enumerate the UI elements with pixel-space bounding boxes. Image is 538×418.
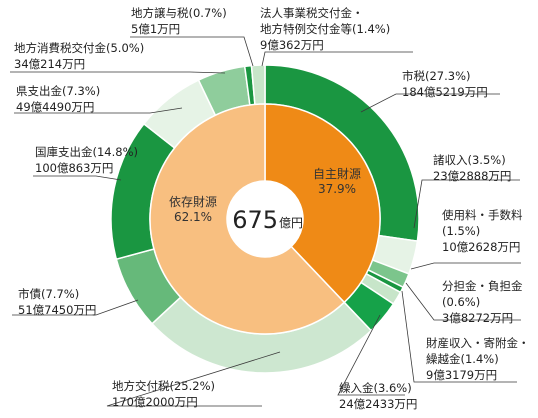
- outer-label-11-line-2: 34億214万円: [14, 57, 85, 71]
- outer-label-2-line-1: 諸収入(3.5%): [433, 153, 506, 167]
- leader-line-5: [401, 290, 517, 383]
- leader-line-10: [14, 107, 183, 114]
- leader-line-12: [130, 36, 254, 67]
- outer-label-4-line-2: (0.6%): [442, 295, 480, 309]
- outer-label-3-line-2: (1.5%): [442, 224, 480, 238]
- leader-line-13: [261, 51, 413, 67]
- outer-label-10-line-1: 県支出金(7.3%): [16, 84, 100, 98]
- inner-label-2-name: 依存財源: [169, 194, 217, 209]
- leader-lines: [10, 36, 521, 407]
- leader-line-1: [360, 93, 500, 113]
- outer-label-12-line-1: 地方譲与税(0.7%): [131, 6, 227, 20]
- outer-label-4-line-1: 分担金・負担金: [442, 279, 523, 293]
- outer-label-3-line-3: 10億2628万円: [442, 240, 520, 254]
- outer-label-10-line-2: 49億4490万円: [16, 100, 94, 114]
- outer-label-6-line-1: 繰入金(3.6%): [339, 381, 412, 395]
- leader-line-4: [405, 282, 521, 321]
- leader-line-7: [106, 351, 281, 407]
- outer-label-5-line-1: 財産収入・寄附金・: [426, 336, 530, 350]
- outer-label-2-line-2: 23億2888万円: [433, 169, 511, 183]
- outer-label-1-line-2: 184億5219万円: [402, 85, 488, 99]
- inner-label-1-pct: 37.9%: [318, 182, 356, 196]
- outer-label-11-line-1: 地方消費税交付金(5.0%): [14, 41, 144, 55]
- leader-line-2: [413, 179, 520, 229]
- outer-label-8-line-1: 市債(7.7%): [18, 287, 79, 301]
- leader-line-9: [33, 175, 122, 181]
- outer-label-5-line-2: 繰越金(1.4%): [426, 352, 499, 366]
- outer-label-7-line-1: 地方交付税(25.2%): [112, 379, 215, 393]
- outer-label-1-line-1: 市税(27.3%): [402, 69, 471, 83]
- center-total-unit: 億円: [279, 216, 303, 230]
- inner-ring: [149, 103, 381, 335]
- outer-label-9-line-2: 100億863万円: [35, 161, 113, 175]
- leader-line-11: [10, 71, 226, 74]
- inner-label-1-name: 自主財源: [313, 166, 361, 181]
- leader-line-3: [410, 262, 521, 270]
- leader-line-6: [337, 314, 405, 396]
- outer-label-13-line-2: 地方特例交付金等(1.4%): [260, 22, 390, 36]
- outer-label-12-line-2: 5億1万円: [131, 22, 180, 36]
- outer-label-8-line-2: 51億7450万円: [18, 303, 96, 317]
- outer-label-7-line-2: 170億2000万円: [112, 395, 198, 409]
- outer-label-13-line-1: 法人事業税交付金・: [260, 6, 364, 20]
- leader-line-8: [12, 299, 139, 316]
- center-total-value: 675: [232, 206, 278, 234]
- outer-label-13-line-3: 9億362万円: [260, 38, 324, 52]
- outer-label-3-line-1: 使用料・手数料: [442, 208, 523, 222]
- outer-label-9-line-1: 国庫支出金(14.8%): [35, 145, 138, 159]
- outer-label-6-line-2: 24億2433万円: [339, 397, 417, 411]
- center-hole: [227, 181, 303, 257]
- outer-label-4-line-3: 3億8272万円: [442, 311, 513, 325]
- inner-label-2-pct: 62.1%: [174, 210, 212, 224]
- outer-label-5-line-3: 9億3179万円: [426, 368, 497, 382]
